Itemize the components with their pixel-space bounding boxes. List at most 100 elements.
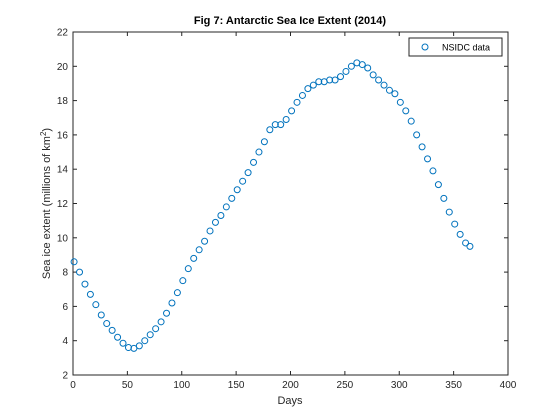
- data-point: [364, 64, 372, 72]
- data-point: [103, 320, 111, 328]
- data-point: [97, 311, 105, 319]
- data-point: [228, 194, 236, 202]
- data-point: [92, 301, 100, 309]
- data-point: [288, 107, 296, 115]
- data-point: [255, 148, 263, 156]
- legend-marker-icon: [421, 43, 429, 51]
- data-point: [260, 138, 268, 146]
- data-point: [244, 169, 252, 177]
- x-tick-label: 300: [391, 380, 408, 391]
- data-point: [440, 194, 448, 202]
- data-point: [304, 85, 312, 93]
- data-point: [163, 309, 171, 317]
- legend-box: [408, 37, 503, 57]
- data-point: [309, 81, 317, 89]
- data-point: [195, 246, 203, 254]
- data-point: [462, 239, 470, 247]
- data-point: [206, 227, 214, 235]
- data-points: [70, 59, 474, 352]
- data-point: [429, 167, 437, 175]
- data-point: [70, 258, 78, 266]
- y-tick-label: 16: [57, 130, 69, 141]
- data-point: [173, 289, 181, 297]
- data-point: [266, 126, 274, 134]
- data-point: [331, 76, 339, 84]
- data-point: [211, 218, 219, 226]
- x-tick-label: 150: [228, 380, 245, 391]
- x-tick-label: 200: [282, 380, 299, 391]
- data-point: [466, 242, 474, 250]
- y-tick-label: 4: [62, 336, 68, 347]
- data-point: [347, 62, 355, 70]
- data-point: [271, 121, 279, 129]
- data-point: [146, 331, 154, 339]
- data-point: [407, 117, 415, 125]
- data-point: [114, 333, 122, 341]
- data-point: [358, 61, 366, 69]
- data-point: [326, 76, 334, 84]
- y-tick-label: 20: [57, 62, 69, 73]
- data-point: [119, 339, 127, 347]
- data-point: [396, 98, 404, 106]
- data-point: [141, 337, 149, 345]
- data-point: [233, 186, 241, 194]
- data-point: [130, 344, 138, 352]
- y-tick-label: 8: [62, 268, 68, 279]
- data-point: [413, 131, 421, 139]
- data-point: [385, 86, 393, 94]
- y-tick-label: 18: [57, 96, 69, 107]
- data-point: [76, 268, 84, 276]
- data-point: [342, 67, 350, 75]
- x-tick-label: 250: [337, 380, 354, 391]
- data-point: [337, 73, 345, 81]
- data-point: [190, 254, 198, 262]
- data-point: [201, 237, 209, 245]
- data-point: [424, 155, 432, 163]
- y-axis-label-end: ): [41, 128, 53, 132]
- data-point: [315, 78, 323, 86]
- y-axis-label-superscript: 2: [39, 131, 48, 136]
- x-axis-label: Days: [277, 395, 303, 407]
- data-point: [277, 121, 285, 129]
- data-point: [451, 220, 459, 228]
- data-point: [391, 90, 399, 98]
- data-point: [293, 98, 301, 106]
- data-point: [86, 290, 94, 298]
- y-tick-label: 14: [57, 165, 69, 176]
- y-tick-label: 6: [62, 302, 68, 313]
- y-axis-label-main: Sea ice extent (millions of km: [41, 136, 53, 279]
- legend: NSIDC data: [408, 37, 503, 57]
- data-point: [81, 280, 89, 288]
- data-point: [434, 181, 442, 189]
- data-point: [239, 177, 247, 185]
- data-point: [184, 265, 192, 273]
- data-point: [152, 325, 160, 333]
- data-point: [282, 115, 290, 123]
- y-tick-label: 2: [62, 371, 68, 382]
- data-point: [217, 212, 225, 220]
- x-tick-label: 50: [122, 380, 134, 391]
- data-point: [222, 203, 230, 211]
- x-tick-label: 0: [70, 380, 76, 391]
- data-point: [369, 71, 377, 79]
- data-point: [157, 318, 165, 326]
- x-tick-label: 350: [445, 380, 462, 391]
- chart-title: Fig 7: Antarctic Sea Ice Extent (2014): [194, 15, 386, 27]
- x-tick-label: 100: [173, 380, 190, 391]
- y-tick-label: 12: [57, 199, 69, 210]
- data-point: [108, 326, 116, 334]
- data-point: [250, 158, 258, 166]
- y-axis: 2 4 6 8 10 12 14 16 18 20 22: [57, 28, 508, 382]
- y-axis-label: Sea ice extent (millions of km2): [39, 128, 53, 279]
- data-point: [298, 91, 306, 99]
- data-point: [179, 277, 187, 285]
- x-tick-label: 400: [500, 380, 517, 391]
- data-point: [135, 342, 143, 350]
- data-point: [402, 107, 410, 115]
- y-tick-label: 10: [57, 233, 69, 244]
- data-point: [168, 299, 176, 307]
- x-axis: 0 50 100 150 200 250 300 350 400: [70, 32, 517, 391]
- data-point: [445, 208, 453, 216]
